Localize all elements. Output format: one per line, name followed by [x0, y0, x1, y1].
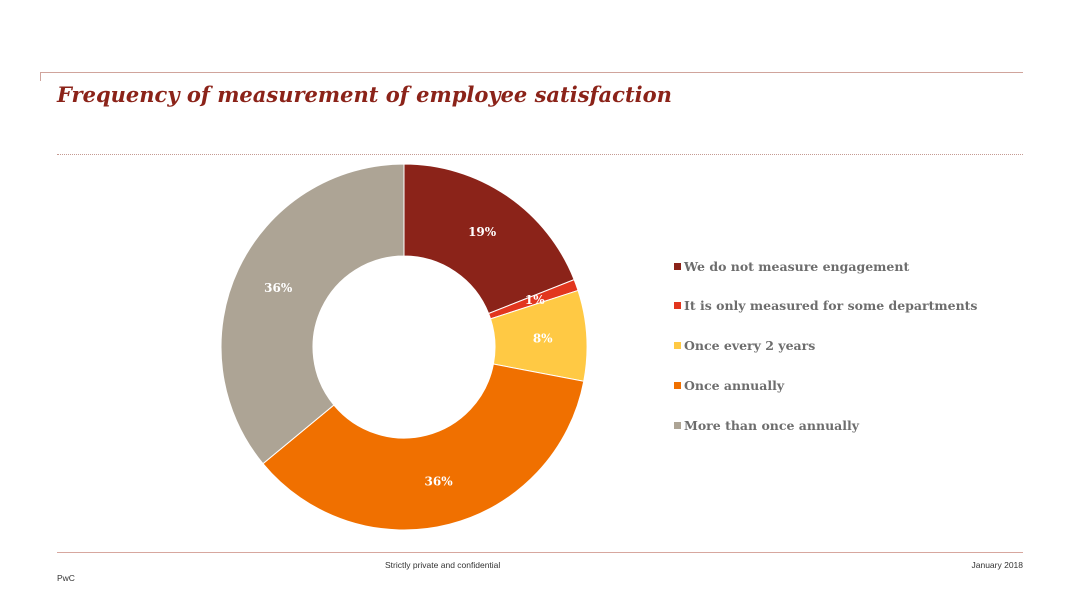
footer-brand: PwC — [57, 573, 75, 583]
slide-title: Frequency of measurement of employee sat… — [57, 82, 672, 107]
legend-item-2: It is only measured for some departments — [674, 296, 977, 316]
donut-slice-labels: 19% 1% 8% 36% 36% — [264, 225, 553, 489]
slice-label-4: 36% — [425, 475, 454, 489]
legend-label: More than once annually — [684, 417, 860, 433]
footer-confidential: Strictly private and confidential — [385, 560, 501, 570]
donut-slice-1 — [403, 163, 575, 315]
legend-item-4: Once annually — [674, 375, 977, 395]
slice-label-1: 19% — [468, 225, 497, 239]
legend-label: Once every 2 years — [684, 338, 816, 354]
slice-label-3: 8% — [533, 331, 553, 345]
slice-label-2: 1% — [525, 293, 545, 307]
chart-legend: We do not measure engagement It is only m… — [674, 256, 977, 455]
legend-label: It is only measured for some departments — [684, 298, 978, 314]
legend-item-3: Once every 2 years — [674, 336, 977, 356]
footer-date: January 2018 — [971, 560, 1023, 570]
legend-label: Once annually — [684, 377, 785, 393]
legend-label: We do not measure engagement — [684, 258, 910, 274]
donut-slice-4 — [262, 363, 585, 531]
legend-swatch — [674, 262, 681, 270]
donut-slice-5 — [220, 163, 405, 465]
legend-swatch — [674, 421, 681, 429]
legend-swatch — [674, 342, 681, 350]
legend-swatch — [674, 302, 681, 310]
legend-item-5: More than once annually — [674, 415, 977, 435]
top-rule-tick — [40, 72, 41, 81]
top-rule — [40, 72, 1023, 73]
donut-slices — [220, 163, 588, 531]
slice-label-5: 36% — [264, 281, 293, 295]
title-divider — [57, 154, 1023, 155]
footer-rule — [57, 552, 1023, 553]
legend-swatch — [674, 381, 681, 389]
legend-item-1: We do not measure engagement — [674, 256, 977, 276]
